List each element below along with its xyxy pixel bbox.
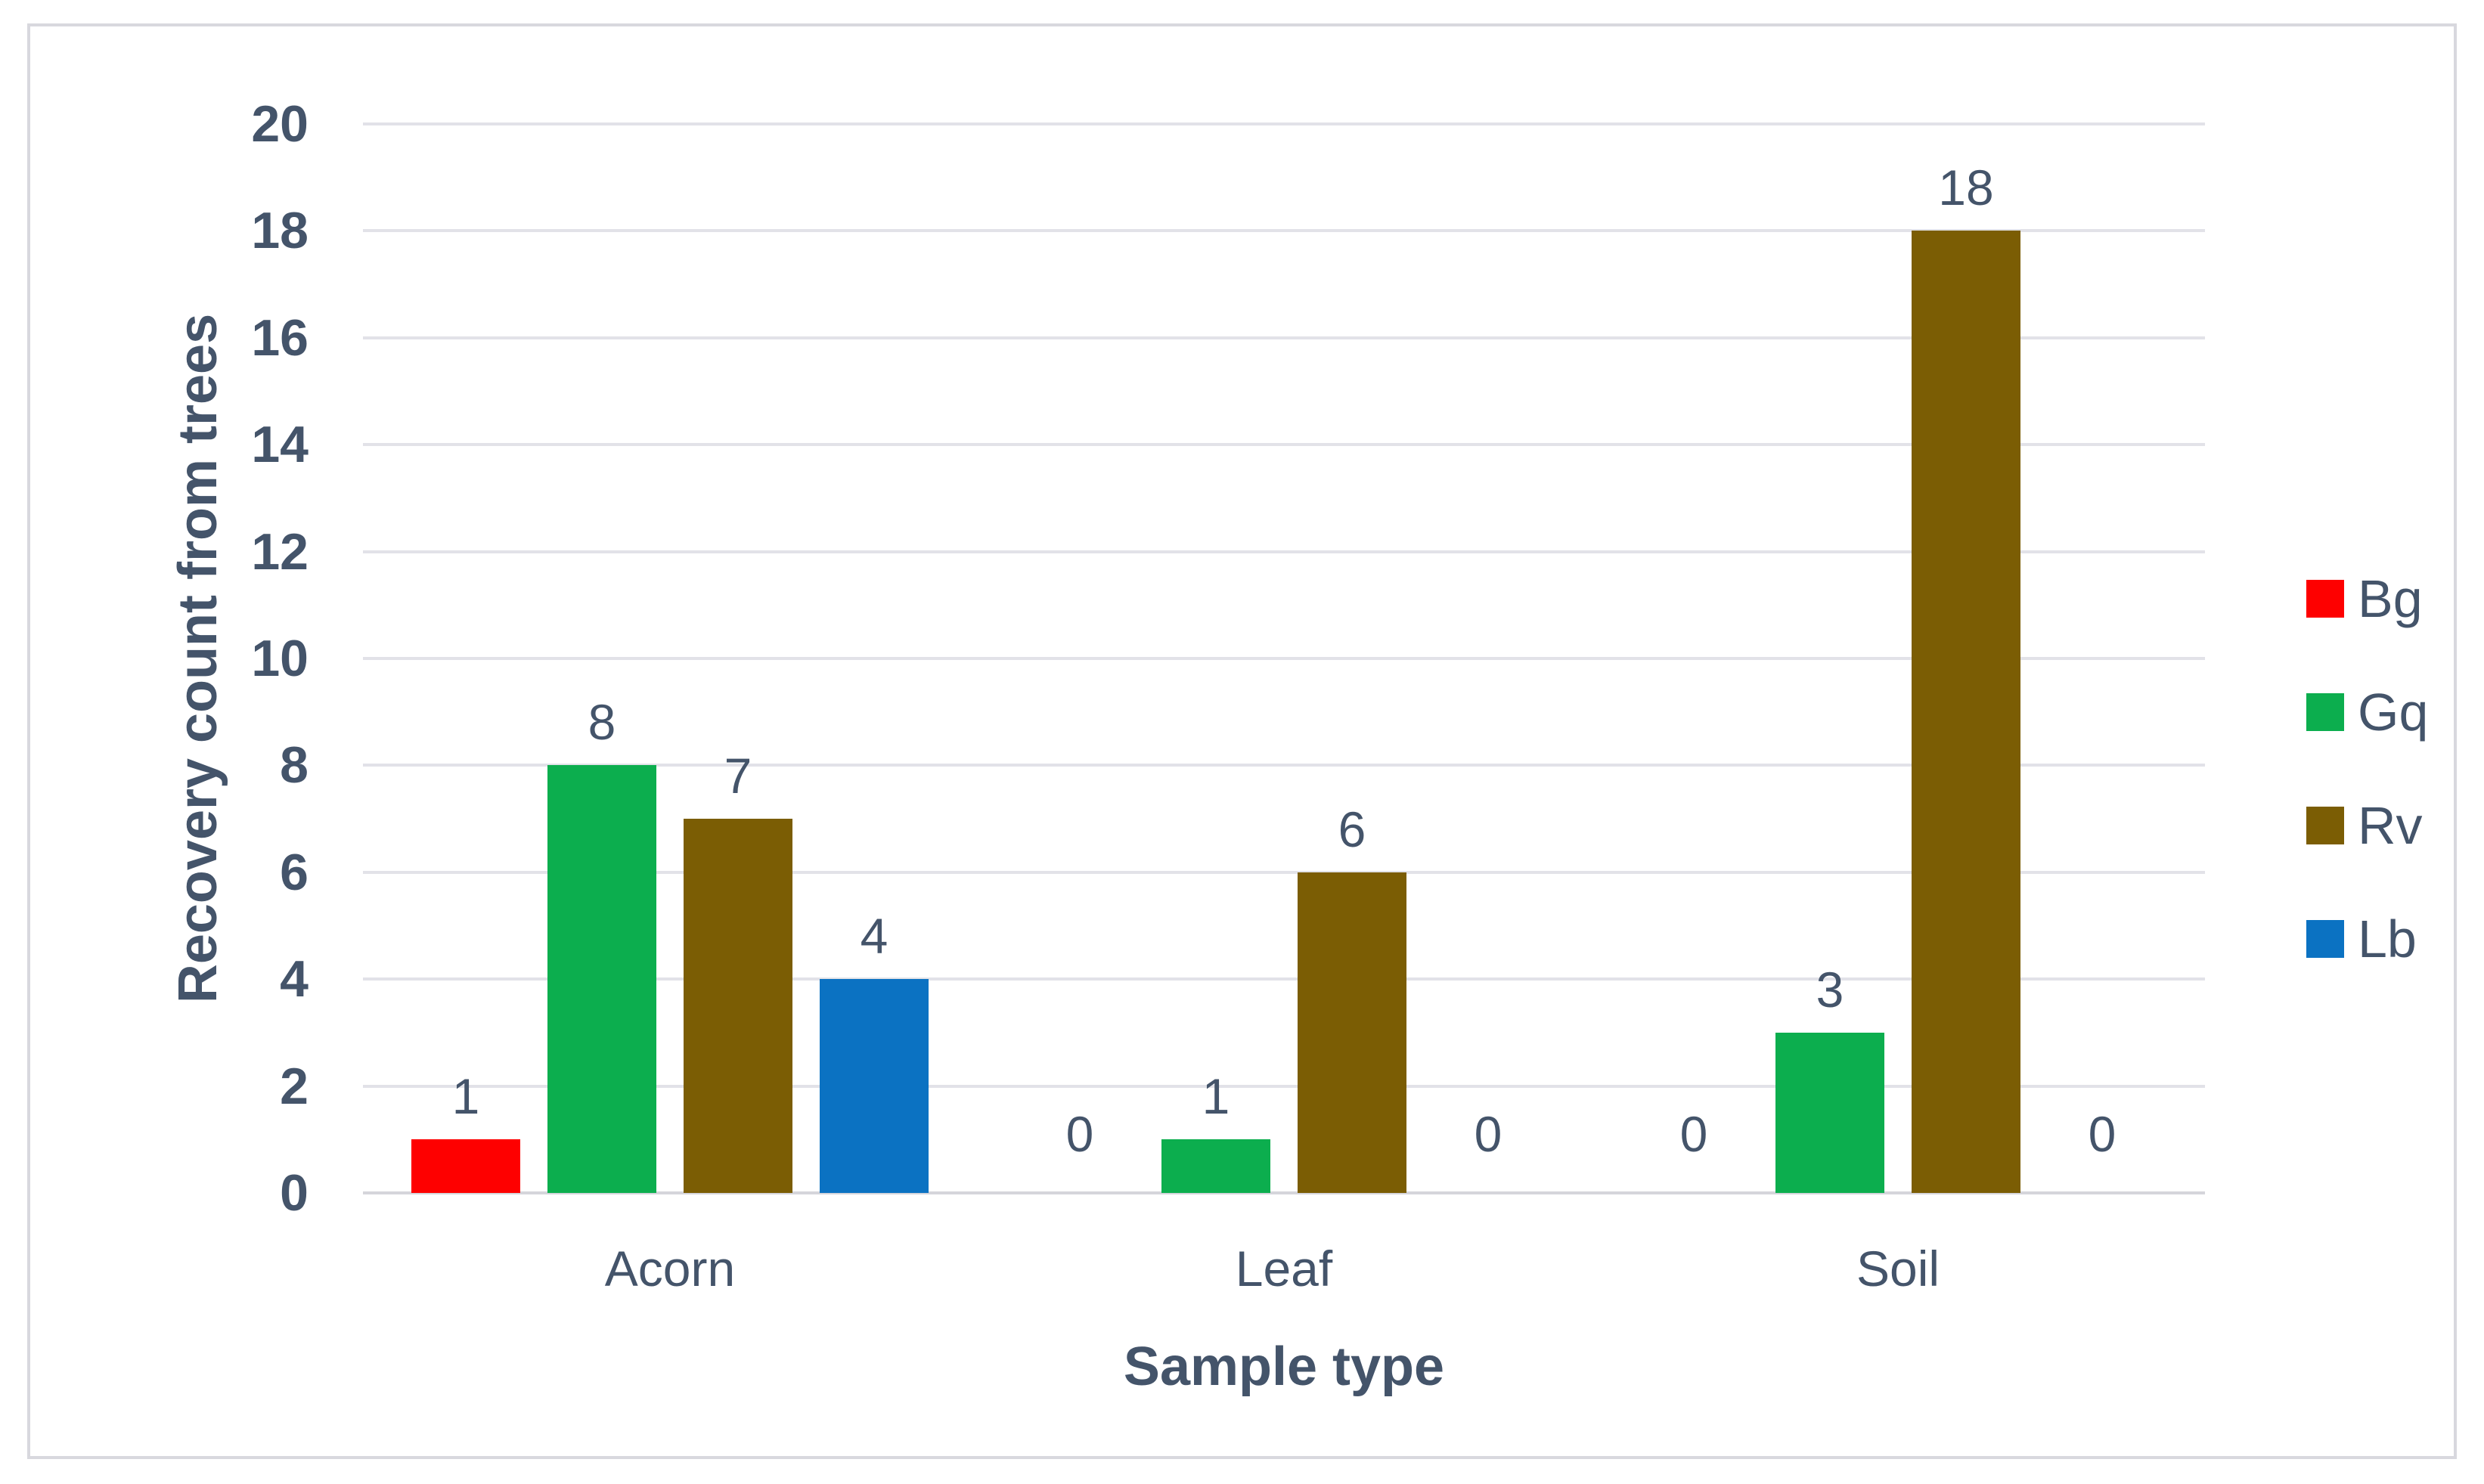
bar-gq-soil (1775, 1032, 1884, 1193)
y-tick-label-0: 0 (280, 1164, 309, 1222)
gridline-y-2 (363, 1084, 2205, 1088)
y-tick-label-10: 10 (251, 630, 309, 687)
legend-label-bg: Bg (2358, 569, 2423, 628)
data-label-rv-leaf: 6 (1338, 801, 1366, 857)
bar-rv-leaf (1298, 872, 1406, 1193)
gridline-y-6 (363, 870, 2205, 874)
data-label-bg-acorn: 1 (451, 1068, 480, 1125)
y-tick-label-20: 20 (251, 95, 309, 153)
y-tick-label-4: 4 (280, 950, 309, 1008)
y-tick-label-8: 8 (280, 736, 309, 795)
gridline-y-4 (363, 977, 2205, 981)
bar-gq-leaf (1161, 1139, 1270, 1193)
gridline-y-0 (363, 1191, 2205, 1194)
legend-item-rv: Rv (2306, 798, 2423, 854)
x-category-label-acorn: Acorn (604, 1241, 736, 1297)
y-tick-label-12: 12 (251, 522, 309, 581)
x-category-label-leaf: Leaf (1235, 1241, 1333, 1297)
y-tick-label-14: 14 (251, 416, 309, 474)
gridline-y-18 (363, 229, 2205, 233)
legend-swatch-bg-icon (2306, 580, 2344, 618)
data-label-gq-soil: 3 (1816, 961, 1844, 1018)
y-tick-label-16: 16 (251, 308, 309, 367)
legend-label-gq: Gq (2358, 683, 2429, 742)
legend-item-lb: Lb (2306, 911, 2417, 967)
gridline-y-14 (363, 443, 2205, 447)
y-tick-label-6: 6 (280, 843, 309, 901)
gridline-y-10 (363, 657, 2205, 660)
gridline-y-20 (363, 122, 2205, 125)
legend-swatch-rv-icon (2306, 807, 2344, 844)
data-label-bg-soil: 0 (1679, 1106, 1708, 1162)
data-label-bg-leaf: 0 (1065, 1106, 1094, 1162)
legend-swatch-lb-icon (2306, 920, 2344, 958)
gridline-y-12 (363, 550, 2205, 553)
data-label-lb-soil: 0 (2088, 1106, 2117, 1162)
data-label-lb-leaf: 0 (1474, 1106, 1502, 1162)
data-label-rv-soil: 18 (1938, 160, 1994, 216)
gridline-y-8 (363, 764, 2205, 767)
bar-rv-acorn (684, 819, 792, 1193)
legend-swatch-gq-icon (2306, 693, 2344, 731)
plot-area: 1 8 7 4 0 1 6 0 0 3 18 0 (363, 122, 2205, 1194)
data-label-rv-acorn: 7 (724, 748, 752, 804)
x-axis-title: Sample type (1123, 1337, 1445, 1397)
data-label-gq-leaf: 1 (1202, 1068, 1230, 1125)
data-label-lb-acorn: 4 (860, 908, 888, 965)
bar-lb-acorn (820, 979, 929, 1193)
legend-label-lb: Lb (2358, 909, 2417, 968)
bar-bg-acorn (411, 1139, 520, 1193)
data-label-gq-acorn: 8 (588, 694, 616, 751)
gridline-y-16 (363, 336, 2205, 339)
legend-item-gq: Gq (2306, 684, 2428, 740)
bar-gq-acorn (547, 765, 656, 1193)
x-category-label-soil: Soil (1856, 1241, 1940, 1297)
legend-label-rv: Rv (2358, 796, 2423, 855)
legend-item-bg: Bg (2306, 571, 2423, 627)
y-tick-label-18: 18 (251, 202, 309, 260)
bar-rv-soil (1912, 231, 2020, 1193)
y-tick-label-2: 2 (280, 1057, 309, 1115)
